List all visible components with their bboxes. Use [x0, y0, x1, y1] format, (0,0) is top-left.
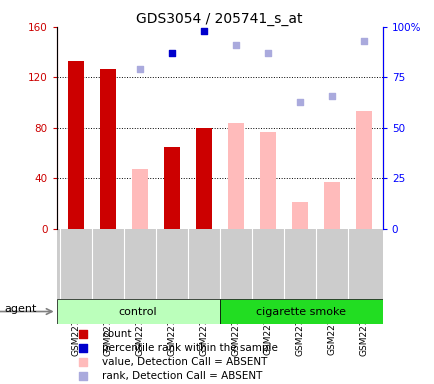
Point — [200, 28, 207, 34]
Point — [327, 93, 334, 99]
Bar — [291, 202, 307, 229]
Point — [296, 99, 302, 105]
FancyBboxPatch shape — [219, 300, 382, 324]
Bar — [163, 147, 179, 229]
Bar — [195, 128, 211, 229]
Text: rank, Detection Call = ABSENT: rank, Detection Call = ABSENT — [102, 371, 262, 381]
Point — [79, 373, 86, 379]
Point — [79, 344, 86, 351]
Point — [79, 331, 86, 337]
Bar — [132, 169, 148, 229]
Bar — [227, 123, 243, 229]
Text: agent: agent — [4, 304, 36, 314]
Point — [168, 50, 175, 56]
Text: percentile rank within the sample: percentile rank within the sample — [102, 343, 277, 353]
Bar — [355, 111, 371, 229]
Bar — [68, 61, 83, 229]
Text: cigarette smoke: cigarette smoke — [256, 306, 345, 316]
Point — [136, 66, 143, 72]
Point — [263, 50, 270, 56]
Bar — [99, 68, 115, 229]
FancyBboxPatch shape — [56, 300, 219, 324]
Text: value, Detection Call = ABSENT: value, Detection Call = ABSENT — [102, 357, 267, 367]
Text: count: count — [102, 329, 132, 339]
Point — [104, 0, 111, 2]
Bar — [323, 182, 339, 229]
Text: control: control — [118, 306, 157, 316]
Point — [79, 359, 86, 365]
Point — [359, 38, 366, 44]
Point — [232, 42, 239, 48]
Bar — [259, 132, 275, 229]
Title: GDS3054 / 205741_s_at: GDS3054 / 205741_s_at — [136, 12, 302, 26]
